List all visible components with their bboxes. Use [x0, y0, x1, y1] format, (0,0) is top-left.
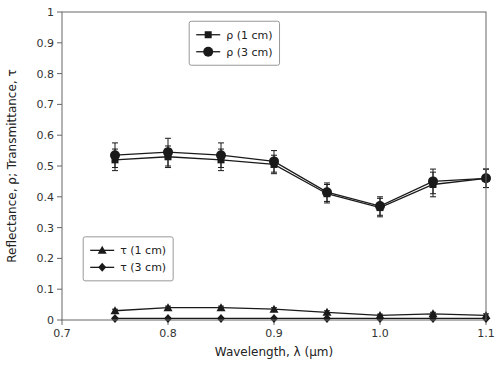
- data-point: [429, 314, 437, 323]
- series: [110, 138, 491, 215]
- y-tick-label: 0.4: [37, 191, 55, 204]
- legend-label: ρ (3 cm): [226, 46, 272, 59]
- y-tick-label: 0.6: [37, 129, 55, 142]
- y-tick: [57, 196, 62, 197]
- y-tick-label: 0: [47, 314, 54, 327]
- y-tick: [57, 135, 62, 136]
- legend-marker: [98, 263, 106, 272]
- y-tick-label: 0.5: [37, 160, 55, 173]
- data-point: [217, 303, 226, 311]
- y-tick: [57, 320, 62, 321]
- y-tick: [57, 227, 62, 228]
- y-tick-label: 0.9: [37, 37, 55, 50]
- y-tick: [57, 12, 62, 13]
- data-point: [269, 156, 279, 166]
- series-line: [115, 152, 486, 206]
- data: [110, 138, 491, 323]
- legend-label: τ (3 cm): [120, 261, 166, 274]
- data-point: [217, 314, 225, 323]
- x-tick-label: 1.0: [371, 327, 389, 340]
- legend: ρ (1 cm) ρ (3 cm): [189, 21, 279, 65]
- data-point: [164, 303, 173, 311]
- data-point: [376, 314, 384, 323]
- x-tick: [62, 320, 63, 325]
- data-point: [428, 176, 438, 186]
- data-point: [110, 150, 120, 160]
- y-tick: [57, 73, 62, 74]
- axes: 0.7 0.8 0.9 1.0 1.1 0 0.1 0.2 0.3 0.4 0.5 0.6 0.7 0.8…: [37, 6, 495, 340]
- data-point: [111, 306, 120, 314]
- plot-frame: [62, 12, 486, 320]
- legend: τ (1 cm) τ (3 cm): [83, 237, 173, 281]
- data-point: [322, 187, 332, 197]
- x-axis-label: Wavelength, λ (μm): [215, 345, 333, 359]
- y-tick-label: 0.1: [37, 283, 55, 296]
- y-tick-label: 0.8: [37, 68, 55, 81]
- series: [111, 314, 490, 323]
- chart: 0.7 0.8 0.9 1.0 1.1 0 0.1 0.2 0.3 0.4 0.5 0.6 0.7 0.8…: [0, 0, 500, 366]
- legend-label: ρ (1 cm): [226, 29, 272, 42]
- series-line: [115, 157, 486, 208]
- y-tick-label: 1: [47, 6, 54, 19]
- legend-box: [83, 237, 173, 281]
- legend-label: τ (1 cm): [120, 244, 166, 257]
- x-tick-label: 1.1: [477, 327, 495, 340]
- data-point: [163, 147, 173, 157]
- data-point: [216, 150, 226, 160]
- plot-background: [62, 12, 486, 320]
- y-axis-label: Reflectance, ρ; Transmittance, τ: [5, 69, 19, 262]
- x-tick-label: 0.8: [159, 327, 177, 340]
- y-tick: [57, 166, 62, 167]
- data-point: [270, 305, 279, 313]
- data-point: [164, 314, 172, 323]
- data-point: [323, 314, 331, 323]
- legend-marker: [205, 31, 212, 38]
- y-tick: [57, 289, 62, 290]
- series: [112, 146, 490, 217]
- data-point: [375, 201, 385, 211]
- y-tick-label: 0.3: [37, 222, 55, 235]
- legend-marker: [203, 47, 213, 57]
- legend-box: [189, 21, 279, 65]
- x-tick-label: 0.9: [265, 327, 283, 340]
- x-tick-label: 0.7: [53, 327, 71, 340]
- data-point: [270, 314, 278, 323]
- legend-marker: [98, 246, 107, 254]
- y-tick-label: 0.7: [37, 98, 55, 111]
- y-tick: [57, 258, 62, 259]
- y-tick: [57, 42, 62, 43]
- data-point: [111, 314, 119, 323]
- y-tick-label: 0.2: [37, 252, 55, 265]
- y-tick: [57, 104, 62, 105]
